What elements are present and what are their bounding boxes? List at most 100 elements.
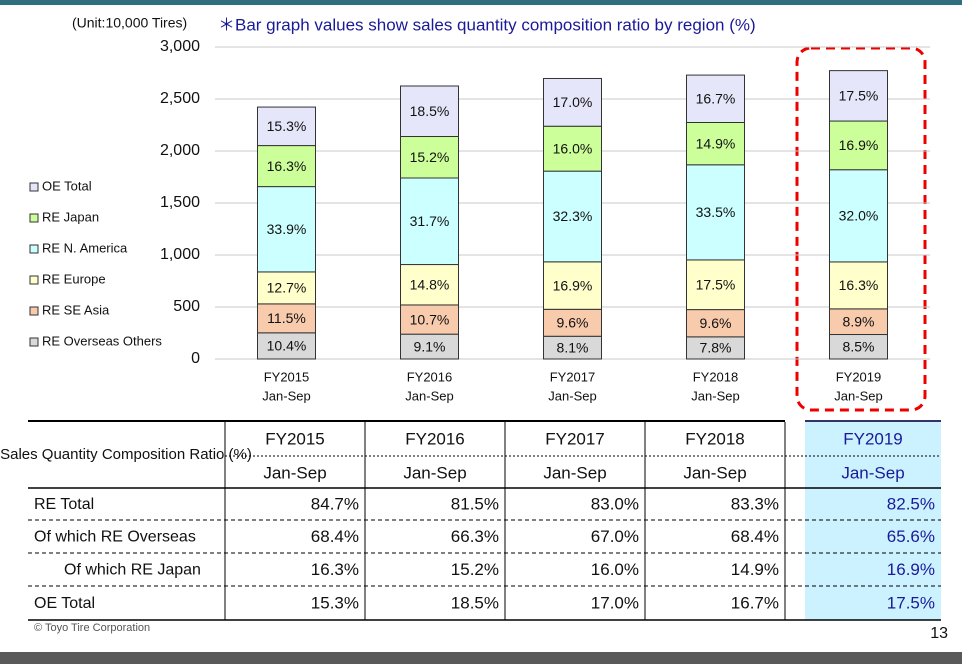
segment-label: 16.3% <box>267 158 307 174</box>
bar-segment <box>257 145 316 188</box>
y-tick-label: 1,500 <box>160 194 200 211</box>
x-tick-label: FY2016 <box>407 369 453 384</box>
column-header: Jan-Sep <box>263 463 326 482</box>
top-strip <box>0 0 962 5</box>
column-header: FY2019 <box>843 429 903 448</box>
y-tick-label: 2,000 <box>160 142 200 159</box>
segment-label: 16.9% <box>553 277 593 293</box>
x-tick-label: FY2017 <box>550 369 596 384</box>
segment-label: 9.6% <box>557 314 589 330</box>
bar-segment <box>400 304 459 335</box>
segment-label: 33.5% <box>696 204 736 220</box>
copyright: © Toyo Tire Corporation <box>34 622 150 634</box>
x-tick-label: Jan-Sep <box>834 388 882 403</box>
segment-label: 16.7% <box>696 90 736 106</box>
segment-label: 10.7% <box>410 311 450 327</box>
table-header: Sales Quantity Composition Ratio (%) <box>0 446 252 463</box>
bar-segment <box>400 177 459 266</box>
table-cell: 81.5% <box>451 494 499 513</box>
note: ＊Bar graph values show sales quantity co… <box>218 15 756 34</box>
segment-label: 9.1% <box>414 338 446 354</box>
segment-label: 10.4% <box>267 338 307 354</box>
segment-label: 16.3% <box>839 277 879 293</box>
segment-label: 15.2% <box>410 149 450 165</box>
table-cell: 67.0% <box>591 527 639 546</box>
table-cell: 17.5% <box>887 593 935 612</box>
y-tick-label: 1,000 <box>160 246 200 263</box>
legend-swatch <box>29 337 39 347</box>
x-tick-label: FY2015 <box>264 369 310 384</box>
segment-label: 9.6% <box>700 315 732 331</box>
column-header: FY2015 <box>265 429 325 448</box>
legend-label: RE Europe <box>42 271 106 286</box>
table-cell: 15.3% <box>311 593 359 612</box>
segment-label: 11.5% <box>267 310 306 326</box>
segment-label: 14.9% <box>696 135 736 151</box>
legend-swatch <box>29 244 39 254</box>
segment-label: 7.8% <box>700 340 732 356</box>
bar-segment <box>543 77 602 127</box>
legend-label: RE N. America <box>42 240 128 255</box>
bar-segment <box>400 85 459 138</box>
bar-segment <box>829 70 888 122</box>
page-number: 13 <box>930 625 948 642</box>
legend-label: OE Total <box>42 178 92 193</box>
table-cell: 15.2% <box>451 560 499 579</box>
segment-label: 17.5% <box>696 276 736 292</box>
table-cell: 66.3% <box>451 527 499 546</box>
segment-label: 16.9% <box>839 137 879 153</box>
legend-label: RE Overseas Others <box>42 333 162 348</box>
bar-segment <box>543 261 602 310</box>
bar-segment <box>829 261 888 310</box>
row-label: OE Total <box>34 595 95 612</box>
legend-swatch <box>29 213 39 223</box>
table-cell: 65.6% <box>887 527 935 546</box>
bar-segment <box>686 121 745 166</box>
table-cell: 82.5% <box>887 494 935 513</box>
x-tick-label: Jan-Sep <box>691 388 739 403</box>
table-cell: 17.0% <box>591 593 639 612</box>
x-tick-label: Jan-Sep <box>405 388 453 403</box>
y-tick-label: 0 <box>191 350 200 367</box>
legend-swatch <box>29 275 39 285</box>
legend-label: RE Japan <box>42 209 99 224</box>
segment-label: 15.3% <box>267 118 307 134</box>
column-header: FY2018 <box>685 429 745 448</box>
column-header: Jan-Sep <box>403 463 466 482</box>
segment-label: 32.0% <box>839 208 879 224</box>
bar-segment <box>829 308 888 336</box>
x-tick-label: FY2018 <box>693 369 739 384</box>
table-cell: 84.7% <box>311 494 359 513</box>
bar-segment <box>686 259 745 311</box>
x-tick-label: Jan-Sep <box>548 388 596 403</box>
segment-label: 12.7% <box>267 280 307 296</box>
bar-segment <box>257 106 316 147</box>
bar-segment <box>829 169 888 263</box>
y-tick-label: 2,500 <box>160 90 200 107</box>
column-header: FY2017 <box>545 429 605 448</box>
segment-label: 8.5% <box>843 338 875 354</box>
bar-segment <box>257 271 316 305</box>
column-header: Jan-Sep <box>841 463 904 482</box>
segment-label: 8.1% <box>557 339 589 355</box>
table-cell: 83.3% <box>731 494 779 513</box>
segment-label: 8.9% <box>843 313 875 329</box>
bar-segment <box>686 74 745 123</box>
bar-segment <box>400 136 459 179</box>
segment-label: 33.9% <box>267 221 307 237</box>
bar-segment <box>543 308 602 337</box>
row-label: Of which RE Overseas <box>34 529 196 546</box>
table-cell: 14.9% <box>731 560 779 579</box>
table-cell: 83.0% <box>591 494 639 513</box>
highlight-column <box>805 422 941 620</box>
segment-label: 17.5% <box>839 88 879 104</box>
segment-label: 18.5% <box>410 103 450 119</box>
bar-segment <box>400 333 459 360</box>
column-header: FY2016 <box>405 429 465 448</box>
table-cell: 16.7% <box>731 593 779 612</box>
row-label: Of which RE Japan <box>64 562 201 579</box>
legend-label: RE SE Asia <box>42 302 110 317</box>
unit-label: (Unit:10,000 Tires) <box>72 15 187 31</box>
table-cell: 68.4% <box>731 527 779 546</box>
table-cell: 16.9% <box>887 560 935 579</box>
